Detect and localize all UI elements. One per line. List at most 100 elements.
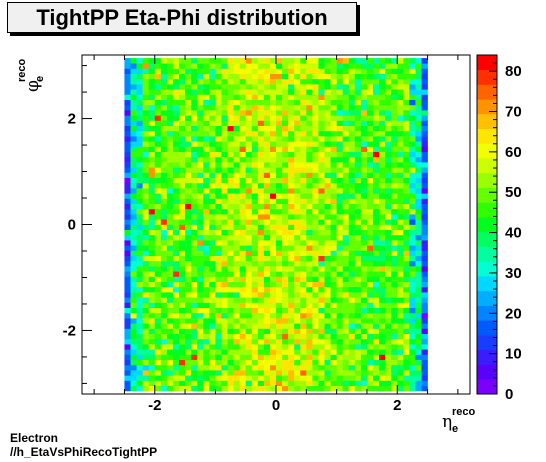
heatmap-cell xyxy=(209,94,216,100)
heatmap-cell xyxy=(336,214,343,220)
heatmap-cell xyxy=(360,182,368,189)
heatmap-cell xyxy=(318,312,325,319)
heatmap-cell xyxy=(366,307,374,314)
heatmap-cell xyxy=(239,146,246,152)
heatmap-cell xyxy=(379,349,386,355)
heatmap-cell xyxy=(397,208,404,215)
heatmap-cell xyxy=(379,338,386,345)
heatmap-cell xyxy=(154,266,162,272)
heatmap-cell xyxy=(354,162,362,168)
heatmap-cell xyxy=(409,151,416,158)
heatmap-cell xyxy=(197,203,204,210)
heatmap-cell xyxy=(379,188,386,194)
heatmap-cell xyxy=(379,260,386,267)
heatmap-cell xyxy=(130,281,137,288)
heatmap-cell xyxy=(324,78,331,85)
heatmap-cell xyxy=(191,364,198,371)
heatmap-cell xyxy=(288,370,295,376)
heatmap-cell xyxy=(348,99,356,106)
heatmap-cell xyxy=(130,156,137,163)
heatmap-cell xyxy=(197,307,204,314)
heatmap-cell xyxy=(409,370,416,376)
heatmap-cell xyxy=(366,125,374,132)
heatmap-cell xyxy=(172,380,180,387)
heatmap-cell xyxy=(403,349,410,355)
heatmap-cell xyxy=(233,146,240,152)
heatmap-cell xyxy=(209,68,216,74)
heatmap-cell xyxy=(336,115,343,121)
heatmap-cell xyxy=(294,78,301,85)
heatmap-cell xyxy=(191,68,198,74)
heatmap-cell xyxy=(215,344,222,350)
heatmap-cell xyxy=(263,380,271,387)
heatmap-cell xyxy=(197,385,204,392)
heatmap-cell xyxy=(154,323,162,329)
heatmap-cell xyxy=(209,276,216,282)
heatmap-cell xyxy=(354,380,362,387)
heatmap-cell xyxy=(409,271,416,277)
heatmap-cell xyxy=(185,188,192,194)
heatmap-cell xyxy=(154,229,162,236)
heatmap-cell xyxy=(354,375,362,381)
heatmap-cell xyxy=(409,172,416,178)
heatmap-cell xyxy=(154,349,162,355)
heatmap-cell xyxy=(257,141,265,147)
heatmap-cell xyxy=(130,125,137,132)
heatmap-cell xyxy=(191,370,198,376)
heatmap-cell xyxy=(197,260,204,267)
heatmap-cell xyxy=(415,234,422,241)
heatmap-cell xyxy=(379,323,386,329)
heatmap-cell xyxy=(409,203,416,210)
heatmap-cell xyxy=(172,130,180,137)
heatmap-cell xyxy=(415,266,422,272)
heatmap-cell xyxy=(239,162,246,168)
heatmap-cell xyxy=(148,359,156,366)
heatmap-cell xyxy=(124,141,131,147)
heatmap-cell xyxy=(203,130,210,137)
heatmap-cell xyxy=(130,94,137,100)
heatmap-cell xyxy=(342,78,350,85)
heatmap-cell xyxy=(403,203,410,210)
heatmap-cell xyxy=(282,99,289,106)
heatmap-cell xyxy=(342,297,350,303)
heatmap-cell xyxy=(330,156,337,163)
heatmap-cell xyxy=(239,125,246,132)
heatmap-cell xyxy=(385,84,392,90)
heatmap-cell xyxy=(233,276,240,282)
heatmap-cell xyxy=(379,104,386,111)
heatmap-cell xyxy=(257,359,265,366)
heatmap-cell xyxy=(239,224,246,230)
heatmap-cell xyxy=(269,84,277,90)
heatmap-cell xyxy=(373,380,380,387)
heatmap-cell xyxy=(203,318,210,324)
heatmap-cell xyxy=(124,68,131,74)
heatmap-cell xyxy=(166,266,174,272)
heatmap-cell xyxy=(148,380,156,387)
heatmap-cell xyxy=(324,94,331,100)
heatmap-cell xyxy=(197,281,204,288)
heatmap-cell xyxy=(245,370,253,376)
heatmap-cell xyxy=(294,318,301,324)
heatmap-cell xyxy=(233,370,240,376)
heatmap-cell xyxy=(342,94,350,100)
heatmap-cell xyxy=(215,380,222,387)
heatmap-cell xyxy=(312,292,319,298)
heatmap-cell xyxy=(154,354,162,361)
heatmap-cell xyxy=(312,359,319,366)
heatmap-cell xyxy=(366,375,374,381)
heatmap-cell xyxy=(409,125,416,132)
heatmap-cell xyxy=(269,318,277,324)
heatmap-cell xyxy=(385,182,392,189)
heatmap-cell xyxy=(348,214,356,220)
heatmap-cell xyxy=(269,229,277,236)
heatmap-cell xyxy=(227,99,234,106)
heatmap-cell xyxy=(154,63,162,69)
heatmap-cell xyxy=(318,89,325,95)
heatmap-cell xyxy=(203,312,210,319)
heatmap-cell xyxy=(354,349,362,355)
heatmap-cell xyxy=(415,94,422,100)
heatmap-cell xyxy=(330,172,337,178)
heatmap-cell xyxy=(391,68,398,74)
heatmap-cell xyxy=(154,125,162,132)
heatmap-cell xyxy=(409,318,416,324)
